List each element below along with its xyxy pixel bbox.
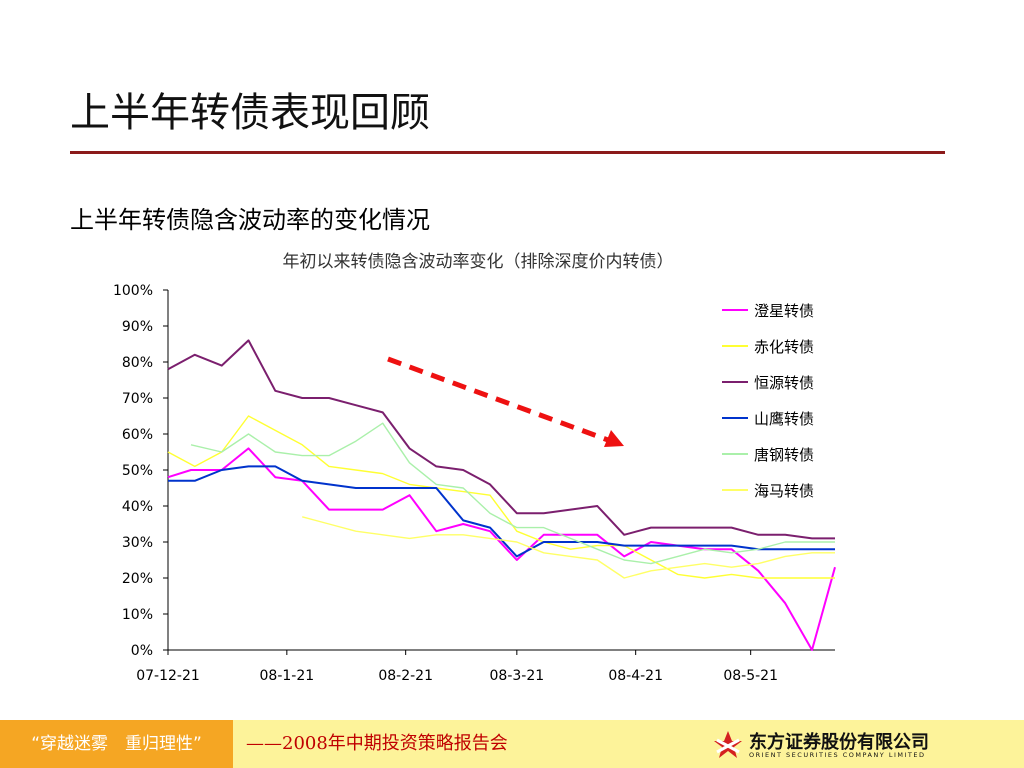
x-tick-label: 08-3-21	[490, 668, 545, 684]
title-rule	[70, 151, 945, 154]
footer-slogan: “穿越迷雾 重归理性”	[0, 720, 233, 768]
y-tick-label: 20%	[122, 571, 153, 587]
y-tick-label: 30%	[122, 535, 153, 551]
volatility-chart: 年初以来转债隐含波动率变化（排除深度价内转债） 0% 10% 20% 30% 40% 50%…	[113, 252, 836, 684]
y-tick-label: 90%	[122, 319, 153, 335]
legend-label: 唐钢转债	[754, 446, 814, 464]
y-tick-label: 10%	[122, 607, 153, 623]
x-tick-label: 07-12-21	[136, 668, 200, 684]
trend-arrow-line	[387, 356, 609, 443]
legend-label: 山鹰转债	[754, 410, 814, 428]
y-tick-label: 100%	[113, 283, 153, 299]
y-tick-label: 60%	[122, 427, 153, 443]
trend-arrow-head	[604, 430, 624, 447]
slide-subtitle: 上半年转债隐含波动率的变化情况	[70, 206, 430, 234]
legend-label: 海马转债	[754, 482, 814, 500]
orient-securities-logo-icon	[714, 731, 742, 758]
legend-label: 恒源转债	[754, 374, 814, 392]
logo-company-name: 东方证券股份有限公司	[749, 732, 929, 753]
y-tick-label: 0%	[131, 643, 153, 659]
legend-label: 澄星转债	[754, 302, 814, 320]
page-title: 上半年转债表现回顾	[70, 90, 430, 136]
x-tick-label: 08-4-21	[608, 668, 663, 684]
y-tick-label: 80%	[122, 355, 153, 371]
x-tick-label: 08-5-21	[723, 668, 778, 684]
legend-label: 赤化转债	[754, 338, 814, 356]
y-tick-label: 50%	[122, 463, 153, 479]
series-line-2	[167, 415, 835, 579]
footer-banner: ——2008年中期投资策略报告会 东方证券股份有限公司 ORIENT SECUR…	[233, 720, 1024, 768]
y-tick-label: 70%	[122, 391, 153, 407]
series-line-3	[167, 339, 835, 540]
footer-tagline: ——2008年中期投资策略报告会	[246, 733, 508, 754]
chart-title: 年初以来转债隐含波动率变化（排除深度价内转债）	[283, 252, 674, 272]
series-line-6	[302, 516, 835, 579]
footer-bar: “穿越迷雾 重归理性” ——2008年中期投资策略报告会 东方证券股份有限公司 …	[0, 720, 1024, 768]
series-line-1	[167, 447, 836, 651]
logo-company-name-en: ORIENT SECURITIES COMPANY LIMITED	[749, 751, 926, 759]
series-line-5	[190, 422, 835, 565]
x-tick-label: 08-1-21	[260, 668, 315, 684]
series-line-4	[168, 465, 835, 558]
y-tick-label: 40%	[122, 499, 153, 515]
x-tick-label: 08-2-21	[378, 668, 433, 684]
